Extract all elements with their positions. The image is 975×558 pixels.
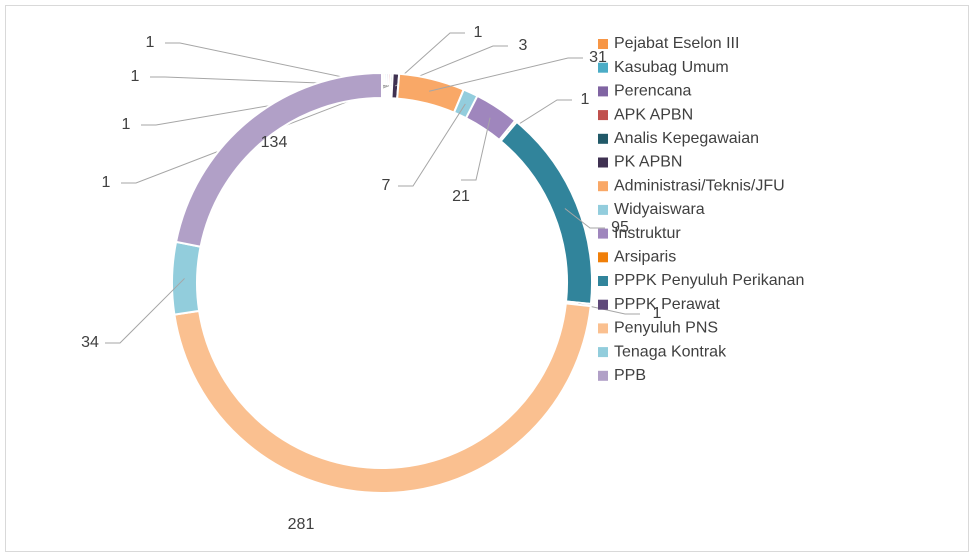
legend-label: PPB <box>614 367 646 384</box>
legend-label: Widyaiswara <box>614 201 705 218</box>
legend-swatch <box>598 299 608 310</box>
data-label: 1 <box>474 24 483 41</box>
data-label: 1 <box>102 174 111 191</box>
legend-label: Pejabat Eselon III <box>614 35 739 52</box>
legend-label: APK APBN <box>614 106 693 123</box>
legend-label: Instruktur <box>614 225 681 242</box>
data-label: 1 <box>122 116 131 133</box>
legend-label: Arsiparis <box>614 249 676 266</box>
data-label: 281 <box>288 516 315 533</box>
legend-label: PPPK Perawat <box>614 296 720 313</box>
leader-line <box>428 57 583 92</box>
leader-line <box>121 85 390 184</box>
legend-label: Penyuluh PNS <box>614 320 718 337</box>
data-label: 7 <box>382 177 391 194</box>
legend-label: PK APBN <box>614 154 682 171</box>
donut-slice <box>174 71 383 248</box>
data-label: 1 <box>146 34 155 51</box>
legend-swatch <box>598 347 608 358</box>
chart-frame <box>5 5 969 552</box>
data-label: 34 <box>81 334 99 351</box>
legend-label: Analis Kepegawaian <box>614 130 759 147</box>
leader-line <box>165 42 384 86</box>
data-label: 1 <box>581 91 590 108</box>
data-label: 21 <box>452 188 470 205</box>
leader-line <box>507 99 572 132</box>
leader-line <box>564 208 605 229</box>
leader-line <box>398 103 466 187</box>
leader-line <box>461 117 491 181</box>
data-label: 134 <box>261 134 288 151</box>
data-label: 31 <box>589 49 607 66</box>
legend-swatch <box>598 181 608 192</box>
legend-swatch <box>598 39 608 49</box>
legend-swatch <box>598 133 608 144</box>
leader-line <box>105 278 185 344</box>
legend-swatch <box>598 62 608 73</box>
legend-label: PPPK Penyuluh Perikanan <box>614 272 804 289</box>
data-label: 1 <box>131 68 140 85</box>
legend-label: Kasubag Umum <box>614 59 729 76</box>
data-label: 95 <box>611 219 629 236</box>
legend-swatch <box>598 204 608 215</box>
legend-swatch <box>598 228 608 239</box>
legend-swatch <box>598 276 608 286</box>
legend-label: Perencana <box>614 83 691 100</box>
legend-swatch <box>598 323 608 334</box>
donut-slice <box>171 240 202 316</box>
leader-line <box>578 303 640 315</box>
legend-swatch <box>598 86 608 97</box>
leader-line <box>394 45 508 87</box>
legend-label: Administrasi/Teknis/JFU <box>614 177 785 194</box>
legend-swatch <box>598 370 608 381</box>
legend-label: Tenaga Kontrak <box>614 343 727 360</box>
data-label: 1 <box>653 305 662 322</box>
leader-line <box>150 76 386 87</box>
legend-swatch <box>598 110 608 121</box>
legend-swatch <box>598 157 608 168</box>
legend-swatch <box>598 252 608 263</box>
leader-line <box>390 32 465 87</box>
data-label: 3 <box>519 37 528 54</box>
